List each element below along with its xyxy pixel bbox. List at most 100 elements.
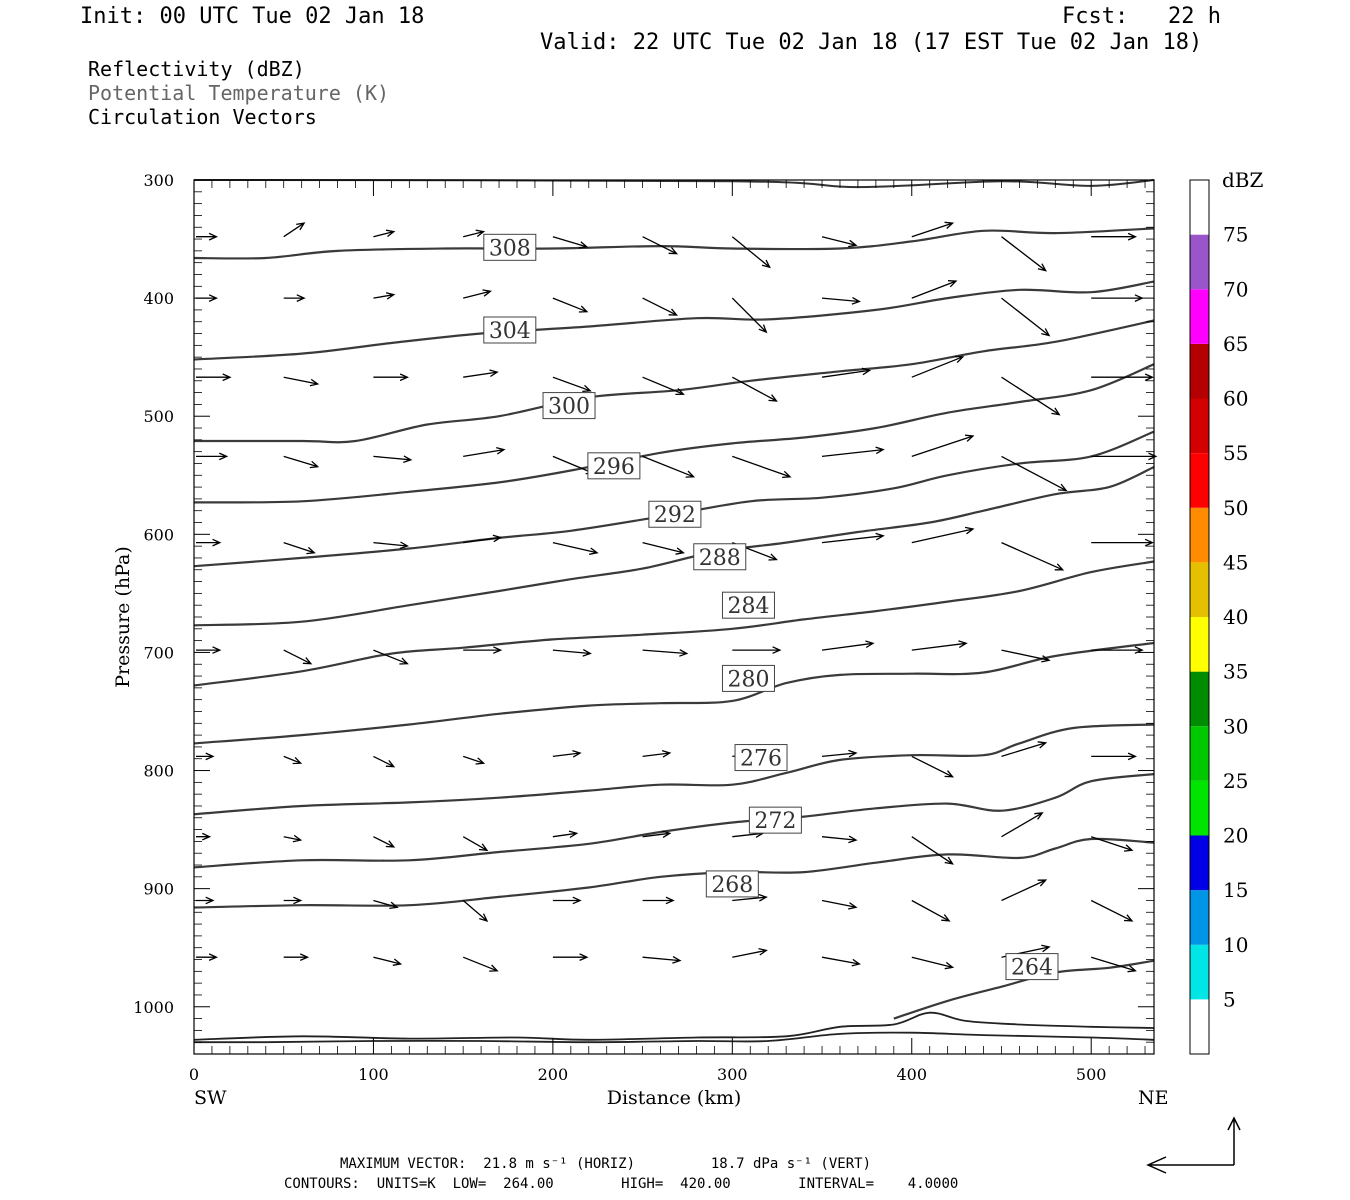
y-tick-label-800: 800 xyxy=(143,762,174,781)
contour-info: CONTOURS: UNITS=K LOW= 264.00 HIGH= 420.… xyxy=(284,1176,959,1192)
vector-arrow-0-0 xyxy=(196,232,218,241)
colorbar-segment-4 xyxy=(1190,780,1209,836)
vector-arrow-2-9 xyxy=(1001,376,1061,416)
vector-arrow-3-3 xyxy=(463,446,506,458)
vector-arrow-9-0 xyxy=(196,953,218,961)
svg-text:288: 288 xyxy=(699,546,741,571)
y-tick-label-500: 500 xyxy=(143,407,174,426)
vector-arrow-4-2 xyxy=(373,541,409,550)
vector-arrow-4-1 xyxy=(283,541,316,555)
vector-arrow-2-10 xyxy=(1091,373,1154,382)
vector-arrow-9-6 xyxy=(732,947,768,958)
vector-arrow-9-8 xyxy=(911,956,955,970)
colorbar-label-55: 55 xyxy=(1223,441,1248,465)
vector-arrow-8-3 xyxy=(462,900,489,922)
colorbar-segment-13 xyxy=(1190,289,1209,344)
vector-arrow-9-3 xyxy=(462,956,499,972)
vector-arrow-1-7 xyxy=(821,297,861,305)
circulation-vectors xyxy=(196,221,1158,973)
vector-arrow-6-5 xyxy=(642,749,672,758)
colorbar-segment-15 xyxy=(1190,180,1209,235)
field-label-reflectivity: Reflectivity (dBZ) xyxy=(88,57,305,81)
vector-arrow-9-7 xyxy=(821,956,861,967)
svg-text:308: 308 xyxy=(489,236,531,261)
colorbar-label-45: 45 xyxy=(1223,550,1248,574)
vector-arrow-6-1 xyxy=(283,755,303,765)
vector-arrow-3-9 xyxy=(1001,455,1068,492)
vector-arrow-4-9 xyxy=(1001,542,1065,571)
colorbar-label-20: 20 xyxy=(1223,824,1248,848)
vector-arrow-6-2 xyxy=(373,755,396,768)
vector-arrow-3-6 xyxy=(732,455,792,479)
vector-arrow-5-10 xyxy=(1091,646,1144,654)
x-tick-label-100: 100 xyxy=(358,1065,389,1084)
x-tick-label-400: 400 xyxy=(896,1065,927,1084)
vector-arrow-0-8 xyxy=(911,221,955,238)
vector-arrow-2-5 xyxy=(642,376,685,396)
max-vector-note: MAXIMUM VECTOR: 21.8 m s⁻¹ (HORIZ) 18.7 … xyxy=(340,1156,872,1172)
y-tick-label-1000: 1000 xyxy=(133,998,174,1017)
contour-line-292 xyxy=(193,430,1155,568)
contour-label-276: 276 xyxy=(734,744,788,772)
contour-label-268: 268 xyxy=(705,870,759,898)
colorbar-segment-2 xyxy=(1190,890,1209,945)
vector-arrow-3-10 xyxy=(1091,452,1158,461)
vector-arrow-8-9 xyxy=(1001,879,1048,902)
svg-text:272: 272 xyxy=(754,809,796,834)
colorbar-segment-1 xyxy=(1190,944,1209,1000)
vector-arrow-6-9 xyxy=(1001,741,1048,758)
vector-arrow-7-0 xyxy=(196,832,212,841)
vector-arrow-5-7 xyxy=(821,640,875,651)
vector-arrow-2-6 xyxy=(731,376,778,402)
vector-arrow-1-6 xyxy=(731,297,768,334)
vector-arrow-3-5 xyxy=(642,455,696,478)
vector-arrow-7-4 xyxy=(552,830,579,839)
svg-text:304: 304 xyxy=(489,319,531,344)
vector-arrow-3-2 xyxy=(373,455,413,464)
axes: 300 400 500 600 700 800 900 1000 0 100 200 300 400 50… xyxy=(133,171,1154,1084)
surface-contour-0 xyxy=(193,1011,1155,1041)
vector-arrow-7-3 xyxy=(462,836,489,852)
svg-text:300: 300 xyxy=(548,395,590,420)
vector-arrow-1-8 xyxy=(911,280,958,299)
svg-text:276: 276 xyxy=(740,747,782,772)
y-tick-label-600: 600 xyxy=(143,525,174,544)
vector-arrow-1-9 xyxy=(1001,297,1051,337)
contour-label-304: 304 xyxy=(483,316,537,344)
vector-arrow-4-5 xyxy=(642,541,685,555)
colorbar-segment-9 xyxy=(1190,507,1209,563)
vector-arrow-2-0 xyxy=(196,373,232,382)
contour-line-284 xyxy=(193,560,1155,687)
vector-arrow-9-2 xyxy=(373,956,403,966)
vector-arrow-3-8 xyxy=(911,434,975,458)
colorbar-label-10: 10 xyxy=(1223,933,1248,957)
svg-text:292: 292 xyxy=(654,503,696,528)
surface-contour-1 xyxy=(193,1031,1155,1044)
colorbar-unit: dBZ xyxy=(1222,168,1264,192)
vector-arrow-6-0 xyxy=(196,752,215,761)
colorbar-segment-5 xyxy=(1190,726,1209,781)
contour-label-296: 296 xyxy=(587,452,641,480)
colorbar: 5 10 15 20 25 30 35 40 45 50 55 60 65 70 75 dBZ xyxy=(1189,168,1264,1055)
svg-text:280: 280 xyxy=(727,667,769,692)
colorbar-label-25: 25 xyxy=(1223,769,1248,793)
colorbar-label-50: 50 xyxy=(1223,496,1248,520)
vector-arrow-3-0 xyxy=(196,452,229,461)
init-time: Init: 00 UTC Tue 02 Jan 18 xyxy=(80,4,425,29)
vector-arrow-8-6 xyxy=(732,893,768,902)
x-end-label-right: NE xyxy=(1138,1087,1169,1109)
vector-arrow-4-7 xyxy=(821,532,885,544)
colorbar-label-30: 30 xyxy=(1223,714,1248,738)
svg-text:284: 284 xyxy=(727,594,769,619)
vector-arrow-7-1 xyxy=(283,834,303,843)
vector-arrow-0-9 xyxy=(1001,236,1047,272)
x-tick-label-0: 0 xyxy=(189,1065,199,1084)
contour-line-276 xyxy=(193,723,1155,816)
vector-arrow-1-5 xyxy=(642,297,679,316)
contour-label-264: 264 xyxy=(1005,953,1059,981)
vector-arrow-0-5 xyxy=(642,236,679,255)
contour-line-296 xyxy=(193,363,1155,504)
vector-arrow-0-4 xyxy=(552,236,589,249)
